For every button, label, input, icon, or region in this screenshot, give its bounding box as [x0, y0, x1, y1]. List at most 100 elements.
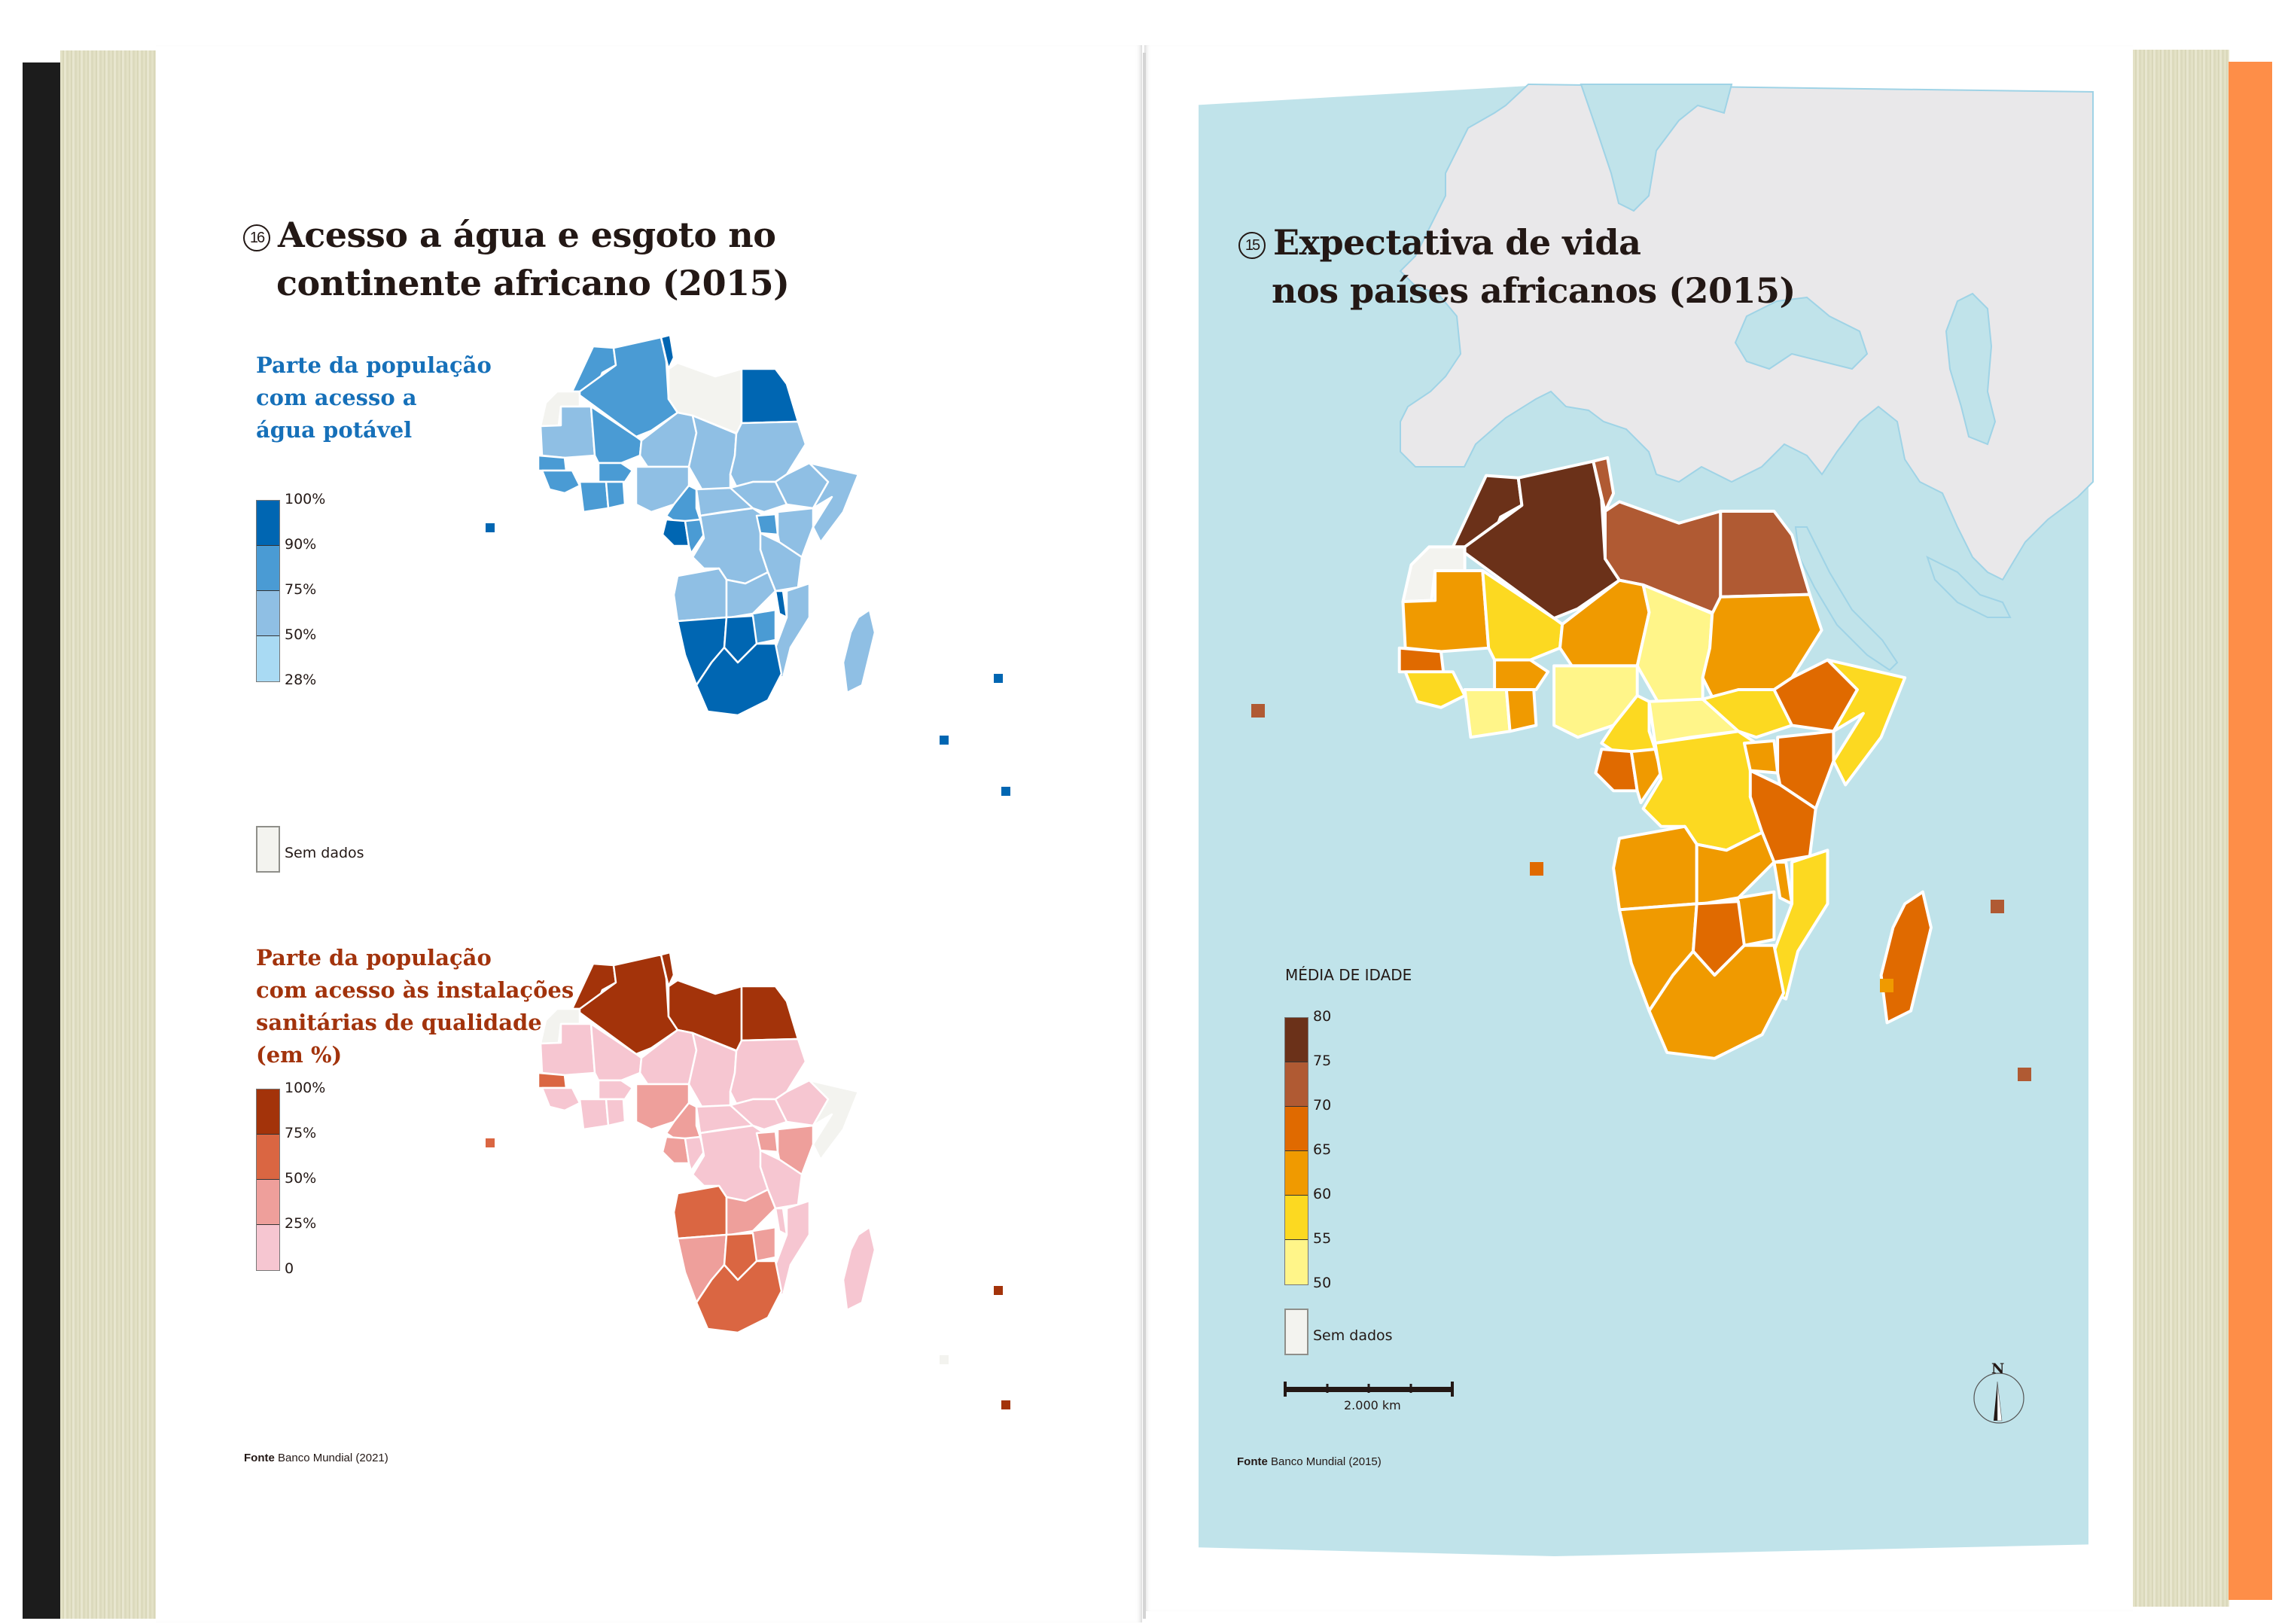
- legend-tick-label: 100%: [285, 491, 326, 507]
- title-line-1: Expectativa de vida: [1273, 222, 1641, 263]
- legend-swatch: [257, 501, 279, 546]
- life-country-congo: [1629, 748, 1663, 805]
- left-page-title: 16 Acesso a água e esgoto no continente a…: [243, 211, 790, 307]
- legend-swatch: [257, 546, 279, 591]
- legend-tick-label: 55: [1313, 1230, 1332, 1247]
- water-legend-bar: [256, 500, 280, 682]
- legend-tick-label: 0: [285, 1260, 294, 1277]
- scale-label: 2.000 km: [1344, 1398, 1401, 1412]
- north-label: N: [1991, 1360, 2005, 1377]
- water-no-data-label: Sem dados: [285, 845, 364, 861]
- legend-tick-label: 60: [1313, 1186, 1332, 1202]
- life-country-egypt: [1719, 510, 1811, 599]
- north-arrow-icon: [1973, 1373, 2024, 1424]
- island-marker-comoros: [940, 736, 949, 745]
- title-line-1: Acesso a água e esgoto no: [278, 215, 776, 255]
- life-legend-title: MÉDIA DE IDADE: [1285, 966, 1412, 984]
- sanitation-country-mali: [589, 1022, 643, 1082]
- island-marker-seychelles: [994, 674, 1003, 683]
- legend-tick-label: 80: [1313, 1008, 1332, 1025]
- island-marker-mauritius: [1001, 1400, 1010, 1409]
- sanitation-country-cameroon: [665, 1101, 702, 1142]
- life-country-malawi: [1772, 861, 1794, 906]
- sanitation-map-subtitle: Parte da população com acesso às instala…: [256, 942, 574, 1071]
- sanitation-country-ghana: [605, 1098, 626, 1127]
- island-marker-seychelles: [1991, 900, 2004, 913]
- source-text: Banco Mundial (2021): [278, 1452, 388, 1464]
- scandinavia-sea-inlet: [1580, 84, 1733, 212]
- island-marker-cape-verde: [486, 1138, 495, 1147]
- sanitation-country-safrica: [695, 1260, 783, 1334]
- left-source-note: Fonte Banco Mundial (2021): [244, 1452, 388, 1464]
- water-country-gabon: [661, 518, 690, 547]
- legend-swatch: [257, 636, 279, 681]
- life-country-uganda: [1742, 739, 1780, 775]
- title-line-2: continente africano (2015): [276, 263, 790, 303]
- sanitation-country-madagascar: [842, 1226, 876, 1312]
- legend-swatch: [1285, 1062, 1308, 1107]
- legend-swatch: [257, 591, 279, 636]
- source-label: Fonte: [244, 1452, 275, 1464]
- subtitle-line: sanitárias de qualidade: [256, 1010, 542, 1035]
- red-sea: [1794, 526, 1899, 672]
- legend-swatch: [1285, 1196, 1308, 1240]
- legend-tick-label: 28%: [285, 672, 317, 688]
- title-line-2: nos países africanos (2015): [1272, 270, 1796, 311]
- life-country-angola: [1612, 824, 1698, 912]
- life-no-data-swatch: [1284, 1309, 1308, 1355]
- sanitation-country-gabon: [661, 1135, 690, 1165]
- caspian-sea: [1945, 292, 1997, 446]
- sanitation-legend-bar: [256, 1089, 280, 1271]
- legend-swatch: [1285, 1107, 1308, 1151]
- water-country-safrica: [695, 642, 783, 717]
- legend-tick-label: 50%: [285, 1170, 317, 1187]
- legend-tick-label: 65: [1313, 1141, 1332, 1158]
- page-edges-right: [2133, 50, 2229, 1607]
- life-country-gabon: [1594, 748, 1639, 793]
- life-country-madagascar: [1879, 890, 1933, 1025]
- sanitation-country-tanzania: [759, 1149, 803, 1210]
- water-map-subtitle: Parte da população com acesso a água pot…: [256, 349, 492, 446]
- island-marker-cape-verde: [1251, 704, 1265, 718]
- legend-tick-label: 50: [1313, 1275, 1332, 1291]
- island-marker-sao-tome: [705, 629, 714, 638]
- water-country-congo: [684, 518, 705, 555]
- legend-tick-label: 100%: [285, 1080, 326, 1096]
- sanitation-country-egypt: [740, 985, 800, 1042]
- left-page: [156, 45, 1142, 1622]
- water-country-egypt: [740, 367, 800, 425]
- legend-swatch: [257, 1089, 279, 1135]
- subtitle-line: Parte da população: [256, 945, 492, 970]
- island-marker-mauritius: [2018, 1068, 2031, 1081]
- island-marker-sao-tome: [705, 1242, 714, 1251]
- page-edges-left: [60, 50, 156, 1619]
- scale-bar: [1284, 1382, 1454, 1397]
- life-country-safrica: [1647, 943, 1786, 1060]
- water-country-cameroon: [665, 484, 702, 525]
- island-marker-seychelles: [994, 1286, 1003, 1295]
- life-no-data-label: Sem dados: [1313, 1327, 1393, 1344]
- legend-tick-label: 70: [1313, 1097, 1332, 1114]
- legend-tick-label: 25%: [285, 1215, 317, 1232]
- legend-swatch: [257, 1225, 279, 1270]
- island-marker-mauritius: [1001, 787, 1010, 796]
- life-country-tanzania: [1748, 769, 1817, 864]
- life-country-ivory: [1463, 688, 1512, 739]
- legend-swatch: [1285, 1151, 1308, 1196]
- book-cover-left: [23, 62, 60, 1619]
- island-marker-comoros: [940, 1355, 949, 1364]
- water-country-tanzania: [759, 532, 803, 593]
- legend-swatch: [257, 1180, 279, 1225]
- life-country-burkina: [1493, 658, 1550, 691]
- island-marker-cape-verde: [486, 523, 495, 532]
- legend-tick-label: 90%: [285, 536, 317, 553]
- life-country-senegal: [1397, 646, 1446, 674]
- island-marker-comoros: [1880, 979, 1893, 992]
- book-cover-right: [2229, 62, 2272, 1600]
- right-source-note: Fonte Banco Mundial (2015): [1237, 1455, 1382, 1468]
- sanitation-country-mozambique: [774, 1199, 811, 1296]
- subtitle-line: Parte da população: [256, 352, 492, 378]
